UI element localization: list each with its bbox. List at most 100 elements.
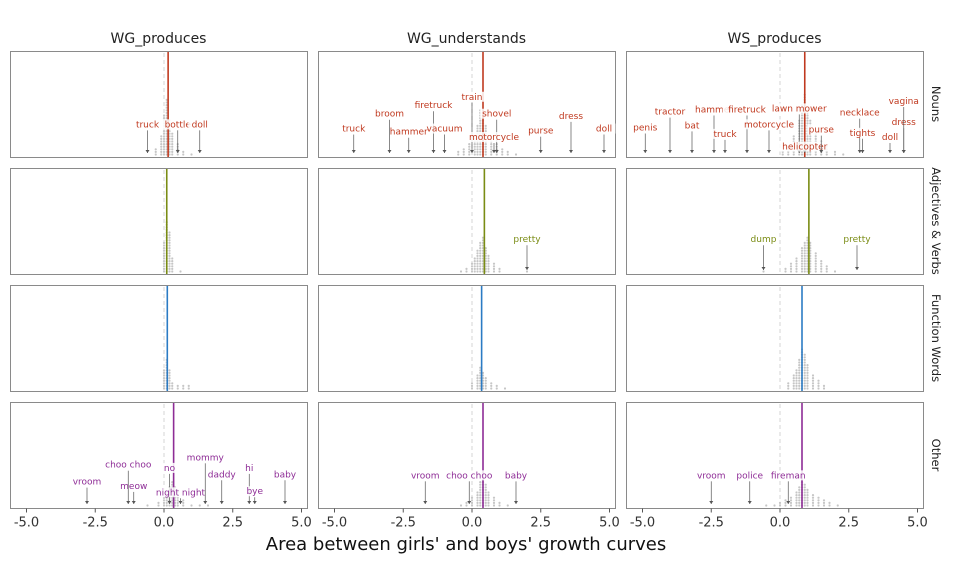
histogram-dot <box>484 130 487 133</box>
histogram-dot <box>162 132 166 135</box>
histogram-dot <box>171 270 174 273</box>
histogram-dot <box>811 499 815 502</box>
histogram-dot <box>803 504 806 507</box>
histogram-dot <box>470 267 474 270</box>
histogram-dot <box>803 257 806 260</box>
histogram-dot <box>798 369 801 372</box>
histogram-dot <box>481 265 485 268</box>
histogram-dot <box>806 494 809 497</box>
histogram-dot <box>798 371 801 374</box>
histogram-dot <box>171 262 174 265</box>
histogram-dot <box>809 241 812 244</box>
histogram-dot <box>806 501 809 504</box>
word-label-bg <box>243 462 256 473</box>
histogram-dot <box>479 496 482 499</box>
histogram-dot <box>481 379 485 382</box>
histogram-dot <box>479 122 482 125</box>
word-label-bg <box>444 470 494 481</box>
histogram-dot <box>495 153 498 156</box>
histogram-dot <box>165 143 168 146</box>
word-pointer-arrowhead <box>85 501 89 504</box>
histogram-dot <box>182 501 185 504</box>
histogram-dot <box>171 384 174 387</box>
histogram-dot <box>806 122 809 125</box>
word-label-bg <box>742 119 796 130</box>
histogram-dot <box>798 486 801 489</box>
histogram-dot <box>476 382 479 385</box>
histogram-dot <box>479 244 482 247</box>
histogram-dot <box>462 153 465 156</box>
histogram-dot <box>168 137 171 140</box>
word-label: doll <box>192 120 208 130</box>
histogram-dot <box>176 501 179 504</box>
word-label-bg <box>887 96 921 106</box>
histogram-dot <box>806 265 809 268</box>
histogram-dot <box>784 504 787 507</box>
histogram-dot <box>809 257 812 260</box>
histogram-dot <box>479 387 482 390</box>
histogram-dot <box>165 114 168 117</box>
histogram-dot <box>803 496 806 499</box>
histogram-dot <box>789 267 793 270</box>
histogram-dot <box>162 382 166 385</box>
facet-panel: truck bottle doll <box>10 51 308 158</box>
histogram-dot <box>787 384 790 387</box>
histogram-dot <box>792 137 795 140</box>
histogram-dot <box>476 143 479 146</box>
histogram-dot <box>820 153 823 156</box>
histogram-dot <box>162 257 166 260</box>
histogram-dot <box>800 270 804 273</box>
histogram-dot <box>809 135 812 138</box>
histogram-dot <box>165 501 168 504</box>
histogram-dot <box>162 143 166 146</box>
histogram-dot <box>792 135 795 138</box>
histogram-dot <box>803 488 806 491</box>
histogram-dot <box>803 265 806 268</box>
histogram-dot <box>806 499 809 502</box>
histogram-dot <box>492 262 496 265</box>
facet-panel: vroom meow choo choo no night night mommy dadd… <box>10 402 308 509</box>
histogram-dot <box>806 135 809 138</box>
histogram-dot <box>814 265 817 268</box>
histogram-dot <box>465 501 468 504</box>
histogram-dot <box>487 260 490 263</box>
histogram-dot <box>470 499 474 502</box>
histogram-dot <box>803 241 806 244</box>
histogram-dot <box>171 481 174 484</box>
word-label: penis <box>633 124 657 134</box>
histogram-dot <box>825 153 828 156</box>
x-tick-label: -2.5 <box>699 516 724 531</box>
histogram-dot <box>792 384 795 387</box>
word-label: motorcycle <box>469 133 520 143</box>
histogram-dot <box>828 501 831 504</box>
histogram-dot <box>814 260 817 263</box>
histogram-dot <box>165 137 168 140</box>
histogram-dot <box>484 499 487 502</box>
facet-panel: pretty <box>318 168 616 275</box>
histogram-dot <box>160 153 163 156</box>
word-label-bg <box>878 132 902 143</box>
histogram-dot <box>171 132 174 135</box>
histogram-dot <box>182 384 185 387</box>
histogram-dot <box>787 153 790 156</box>
histogram-dot <box>806 119 809 122</box>
word-label: pretty <box>513 235 541 245</box>
histogram-dot <box>476 262 479 265</box>
histogram-dot <box>806 267 809 270</box>
word-label-bg <box>845 127 880 138</box>
word-label-bg <box>409 100 458 111</box>
histogram-dot <box>803 374 806 377</box>
facet-panel <box>626 285 924 392</box>
histogram-dot <box>162 247 166 250</box>
x-tick-label: 2.5 <box>530 516 551 531</box>
histogram-dot <box>476 260 479 263</box>
histogram-dot <box>154 153 157 156</box>
word-label-bg <box>73 476 101 487</box>
histogram-dot <box>798 377 801 380</box>
histogram-dot <box>809 252 812 255</box>
histogram-dot <box>803 252 806 255</box>
histogram-dot <box>809 153 812 156</box>
word-pointer-arrowhead <box>569 150 573 153</box>
histogram-dot <box>479 265 482 268</box>
word-label-bg <box>592 123 616 134</box>
